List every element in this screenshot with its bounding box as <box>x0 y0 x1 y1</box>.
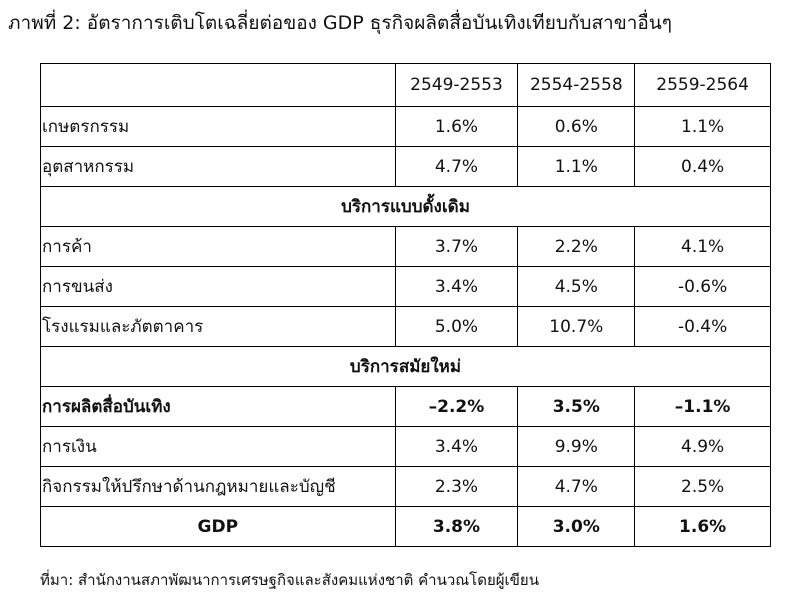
row-label: การเงิน <box>40 426 396 467</box>
row-label: การขนส่ง <box>40 266 396 307</box>
data-row: การขนส่ง 3.4% 4.5% -0.6% <box>40 266 771 307</box>
row-label: เกษตรกรรม <box>40 106 396 147</box>
value-cell: -0.4% <box>634 306 771 347</box>
row-label: การผลิตสื่อบันเทิง <box>40 386 396 427</box>
header-cell <box>40 63 396 107</box>
title: ภาพที่ 2: อัตราการเติบโตเฉลี่ยต่อของ GDP… <box>8 12 672 34</box>
source-note: ที่มา: สำนักงานสภาพัฒนาการเศรษฐกิจและสัง… <box>40 571 539 589</box>
row-label: โรงแรมและภัตตาคาร <box>40 306 396 347</box>
value-cell: 1.1% <box>517 146 636 187</box>
section-row: บริการสมัยใหม่ <box>40 346 771 387</box>
value-cell: 4.7% <box>517 466 636 507</box>
value-cell: 3.0% <box>517 506 636 547</box>
header-cell: 2554-2558 <box>517 63 636 107</box>
value-cell: 9.9% <box>517 426 636 467</box>
row-label: กิจกรรมให้ปรึกษาด้านกฎหมายและบัญชี <box>40 466 396 507</box>
value-cell: 3.8% <box>394 506 519 547</box>
data-row: การผลิตสื่อบันเทิง –2.2% 3.5% –1.1% <box>40 386 771 427</box>
value-cell: 1.1% <box>634 106 771 147</box>
value-cell: –1.1% <box>634 386 771 427</box>
header-cell: 2549-2553 <box>394 63 519 107</box>
value-cell: 3.4% <box>394 426 519 467</box>
row-label: GDP <box>40 506 396 547</box>
data-row: อุตสาหกรรม 4.7% 1.1% 0.4% <box>40 146 771 187</box>
value-cell: 2.5% <box>634 466 771 507</box>
value-cell: 4.1% <box>634 226 771 267</box>
value-cell: 1.6% <box>634 506 771 547</box>
value-cell: 4.9% <box>634 426 771 467</box>
row-label: อุตสาหกรรม <box>40 146 396 187</box>
value-cell: 2.2% <box>517 226 636 267</box>
data-row: เกษตรกรรม 1.6% 0.6% 1.1% <box>40 106 771 147</box>
value-cell: 5.0% <box>394 306 519 347</box>
value-cell: 1.6% <box>394 106 519 147</box>
header-row: 2549-2553 2554-2558 2559-2564 <box>40 63 771 107</box>
data-row: กิจกรรมให้ปรึกษาด้านกฎหมายและบัญชี 2.3% 4.… <box>40 466 771 507</box>
data-row: GDP 3.8% 3.0% 1.6% <box>40 506 771 547</box>
data-table: 2549-2553 2554-2558 2559-2564 เกษตรกรรม 1.6%… <box>40 63 771 547</box>
data-row: โรงแรมและภัตตาคาร 5.0% 10.7% -0.4% <box>40 306 771 347</box>
header-cell: 2559-2564 <box>634 63 771 107</box>
value-cell: 3.4% <box>394 266 519 307</box>
value-cell: 10.7% <box>517 306 636 347</box>
value-cell: 2.3% <box>394 466 519 507</box>
data-row: การค้า 3.7% 2.2% 4.1% <box>40 226 771 267</box>
value-cell: 4.5% <box>517 266 636 307</box>
value-cell: 3.5% <box>517 386 636 427</box>
value-cell: 3.7% <box>394 226 519 267</box>
section-cell: บริการแบบดั้งเดิม <box>40 186 771 227</box>
section-row: บริการแบบดั้งเดิม <box>40 186 771 227</box>
value-cell: –2.2% <box>394 386 519 427</box>
value-cell: 0.6% <box>517 106 636 147</box>
value-cell: 0.4% <box>634 146 771 187</box>
value-cell: 4.7% <box>394 146 519 187</box>
value-cell: -0.6% <box>634 266 771 307</box>
data-row: การเงิน 3.4% 9.9% 4.9% <box>40 426 771 467</box>
row-label: การค้า <box>40 226 396 267</box>
section-cell: บริการสมัยใหม่ <box>40 346 771 387</box>
